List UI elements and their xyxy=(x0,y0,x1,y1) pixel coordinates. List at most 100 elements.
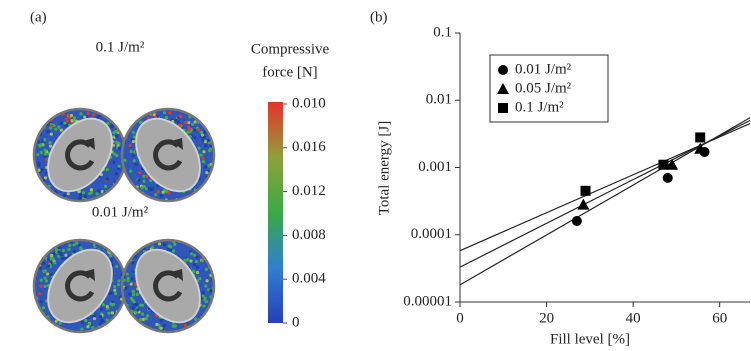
particle xyxy=(195,255,199,259)
particle xyxy=(137,170,142,175)
particle xyxy=(80,327,84,331)
particle xyxy=(43,148,47,152)
particle xyxy=(54,248,59,252)
particle xyxy=(57,254,61,258)
barrel-wall xyxy=(120,238,216,334)
particle xyxy=(202,135,206,140)
particle xyxy=(199,153,203,157)
particle xyxy=(131,289,135,293)
particle xyxy=(130,277,135,281)
particle xyxy=(63,121,67,125)
particle xyxy=(134,302,139,307)
particle xyxy=(49,272,53,277)
particle xyxy=(141,317,146,321)
particle xyxy=(61,248,66,253)
particle xyxy=(115,140,119,144)
particle xyxy=(129,282,133,286)
legend-marker xyxy=(498,65,508,75)
particle xyxy=(100,189,104,194)
particle xyxy=(79,112,83,116)
particle xyxy=(53,261,57,265)
particle xyxy=(203,144,208,148)
particle xyxy=(126,276,130,280)
particle xyxy=(117,146,121,150)
particle xyxy=(200,133,205,137)
particle xyxy=(109,291,114,295)
particle xyxy=(207,164,211,168)
particle xyxy=(98,322,102,326)
particle xyxy=(157,242,162,246)
particle xyxy=(203,296,207,301)
particle xyxy=(204,165,208,169)
rotation-arrow-head xyxy=(83,138,95,150)
particle xyxy=(37,168,41,172)
marker xyxy=(666,158,679,170)
colorbar-tick-label: 0 xyxy=(292,314,300,330)
particle xyxy=(205,171,209,175)
particle xyxy=(59,121,63,125)
panel-label: (b) xyxy=(370,9,388,25)
barrel xyxy=(122,109,214,201)
colorbar-tick-label: 0.012 xyxy=(292,183,326,199)
panel-label: (a) xyxy=(30,9,47,25)
screw xyxy=(135,248,201,324)
particle xyxy=(202,150,206,154)
particle xyxy=(57,125,61,129)
particle xyxy=(204,284,208,288)
barrel xyxy=(34,109,126,201)
particle xyxy=(58,245,62,249)
particle xyxy=(66,254,71,258)
screw xyxy=(47,248,113,324)
particle xyxy=(149,178,153,183)
particle xyxy=(169,247,173,252)
colorbar-tick-label: 0.016 xyxy=(292,139,326,155)
particle xyxy=(201,160,206,164)
particle xyxy=(105,177,110,181)
particle xyxy=(70,118,74,123)
particle xyxy=(135,292,139,296)
rotation-arrow xyxy=(153,270,183,302)
colorbar xyxy=(268,102,283,323)
particle xyxy=(119,297,124,301)
particle xyxy=(40,168,44,172)
particle xyxy=(163,242,167,246)
particle xyxy=(50,253,54,258)
particle xyxy=(136,308,140,312)
particle xyxy=(110,124,114,129)
particle xyxy=(114,172,118,176)
particle xyxy=(65,119,69,123)
barrel xyxy=(34,240,126,332)
particle xyxy=(167,191,171,195)
particle xyxy=(187,127,191,131)
particle xyxy=(167,244,171,248)
particle xyxy=(132,159,136,163)
particle xyxy=(124,286,128,290)
particle xyxy=(83,194,87,199)
particle xyxy=(79,247,83,251)
legend-label: 0.01 J/m² xyxy=(515,61,572,77)
legend-label: 0.1 J/m² xyxy=(515,99,564,115)
particle xyxy=(159,326,163,330)
particle xyxy=(39,284,43,288)
particle xyxy=(139,120,143,124)
particle xyxy=(154,193,158,197)
particle xyxy=(140,303,145,307)
particle xyxy=(140,186,144,190)
particle xyxy=(77,189,81,194)
y-tick-label: 0.1 xyxy=(433,24,452,40)
particle xyxy=(183,120,188,125)
particle xyxy=(86,111,90,115)
particle xyxy=(131,293,136,297)
particle xyxy=(192,253,197,257)
particle xyxy=(173,242,177,247)
colorbar-tick-label: 0.010 xyxy=(292,95,326,111)
particle xyxy=(46,129,50,134)
particle xyxy=(109,258,113,262)
particle xyxy=(72,243,76,247)
particle xyxy=(123,158,127,162)
particle xyxy=(43,284,47,288)
particle xyxy=(155,322,159,327)
screw xyxy=(47,117,113,193)
particle xyxy=(63,193,67,197)
particle xyxy=(64,253,68,257)
